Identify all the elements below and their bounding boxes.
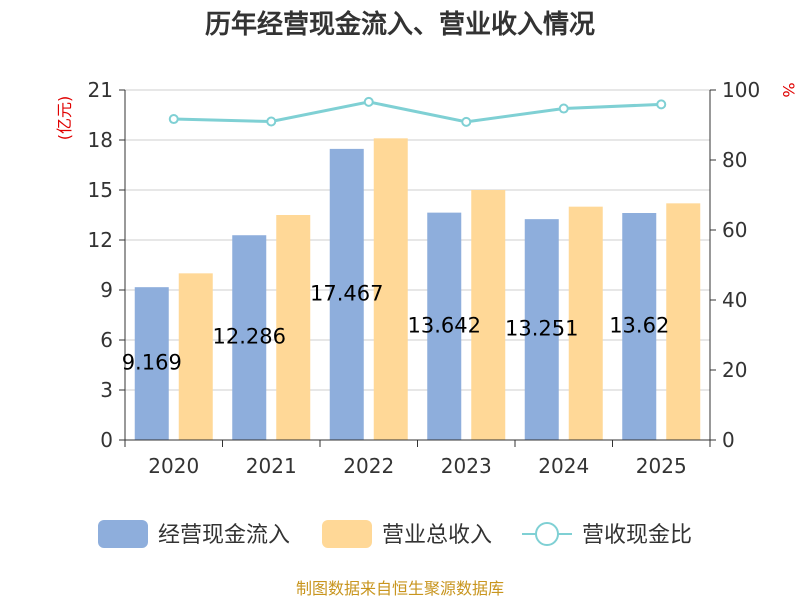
data-labels: 9.169 12.286 17.467 13.642 13.251 13.62	[122, 281, 670, 374]
bar-value-label: 13.62	[609, 314, 669, 338]
ratio-point	[558, 103, 569, 114]
left-tick-label: 12	[88, 228, 113, 252]
bar-营业总收入	[666, 203, 701, 440]
right-tick-label: 40	[722, 288, 747, 312]
right-tick-label: 100	[722, 78, 760, 102]
bar-经营现金流入	[427, 212, 462, 440]
bar-value-label: 9.169	[122, 351, 182, 375]
right-axis-unit: %	[779, 82, 798, 97]
ratio-line-path	[173, 100, 662, 124]
bar-经营现金流入	[232, 235, 267, 440]
x-tick-label: 2021	[246, 454, 297, 478]
ratio-line	[168, 96, 667, 127]
left-tick-label: 21	[88, 78, 113, 102]
bar-value-label: 17.467	[310, 281, 383, 305]
x-tick-label: 2020	[148, 454, 199, 478]
right-tick-label: 0	[722, 428, 735, 452]
bar-营业总收入	[471, 190, 506, 440]
legend: 经营现金流入 营业总收入 营收现金比	[98, 520, 692, 548]
ratio-point	[656, 99, 667, 110]
bar-营业总收入	[373, 138, 408, 441]
legend-label: 经营现金流入	[158, 523, 290, 548]
ratio-point	[461, 116, 472, 127]
bar-经营现金流入	[524, 219, 559, 440]
right-tick-label: 20	[722, 358, 747, 382]
bar-经营现金流入	[329, 148, 364, 440]
bar-经营现金流入	[622, 213, 657, 440]
ratio-point	[266, 116, 277, 127]
bar-value-label: 12.286	[213, 325, 286, 349]
legend-swatch	[322, 520, 372, 548]
bar-经营现金流入	[134, 287, 169, 440]
legend-marker	[535, 522, 559, 546]
right-tick-label: 60	[722, 218, 747, 242]
left-tick-label: 15	[88, 178, 113, 202]
right-tick-label: 80	[722, 148, 747, 172]
bar-营业总收入	[276, 215, 311, 440]
legend-label: 营业总收入	[382, 523, 492, 548]
chart-title: 历年经营现金流入、营业收入情况	[205, 9, 595, 40]
bar-value-label: 13.251	[505, 317, 578, 341]
left-tick-label: 9	[100, 278, 113, 302]
ratio-point	[168, 114, 179, 125]
x-tick-label: 2024	[538, 454, 589, 478]
legend-swatch	[98, 520, 148, 548]
bars	[134, 138, 701, 441]
ratio-point	[363, 96, 374, 107]
gridlines	[125, 89, 710, 391]
bar-营业总收入	[178, 273, 213, 440]
source-note: 制图数据来自恒生聚源数据库	[296, 579, 504, 598]
left-tick-label: 6	[100, 328, 113, 352]
left-axis-unit: (亿元)	[55, 96, 74, 141]
bar-value-label: 13.642	[408, 313, 481, 337]
x-tick-label: 2023	[441, 454, 492, 478]
x-tick-label: 2022	[343, 454, 394, 478]
x-tick-label: 2025	[636, 454, 687, 478]
left-tick-label: 18	[88, 128, 113, 152]
legend-label: 营收现金比	[582, 523, 692, 548]
left-tick-label: 0	[100, 428, 113, 452]
bar-营业总收入	[568, 206, 603, 440]
left-tick-label: 3	[100, 378, 113, 402]
axes: 0 3 6 9 12 15 18 21 0 20 40 60 80 100 2020 2021 2022 2023…	[88, 78, 761, 478]
